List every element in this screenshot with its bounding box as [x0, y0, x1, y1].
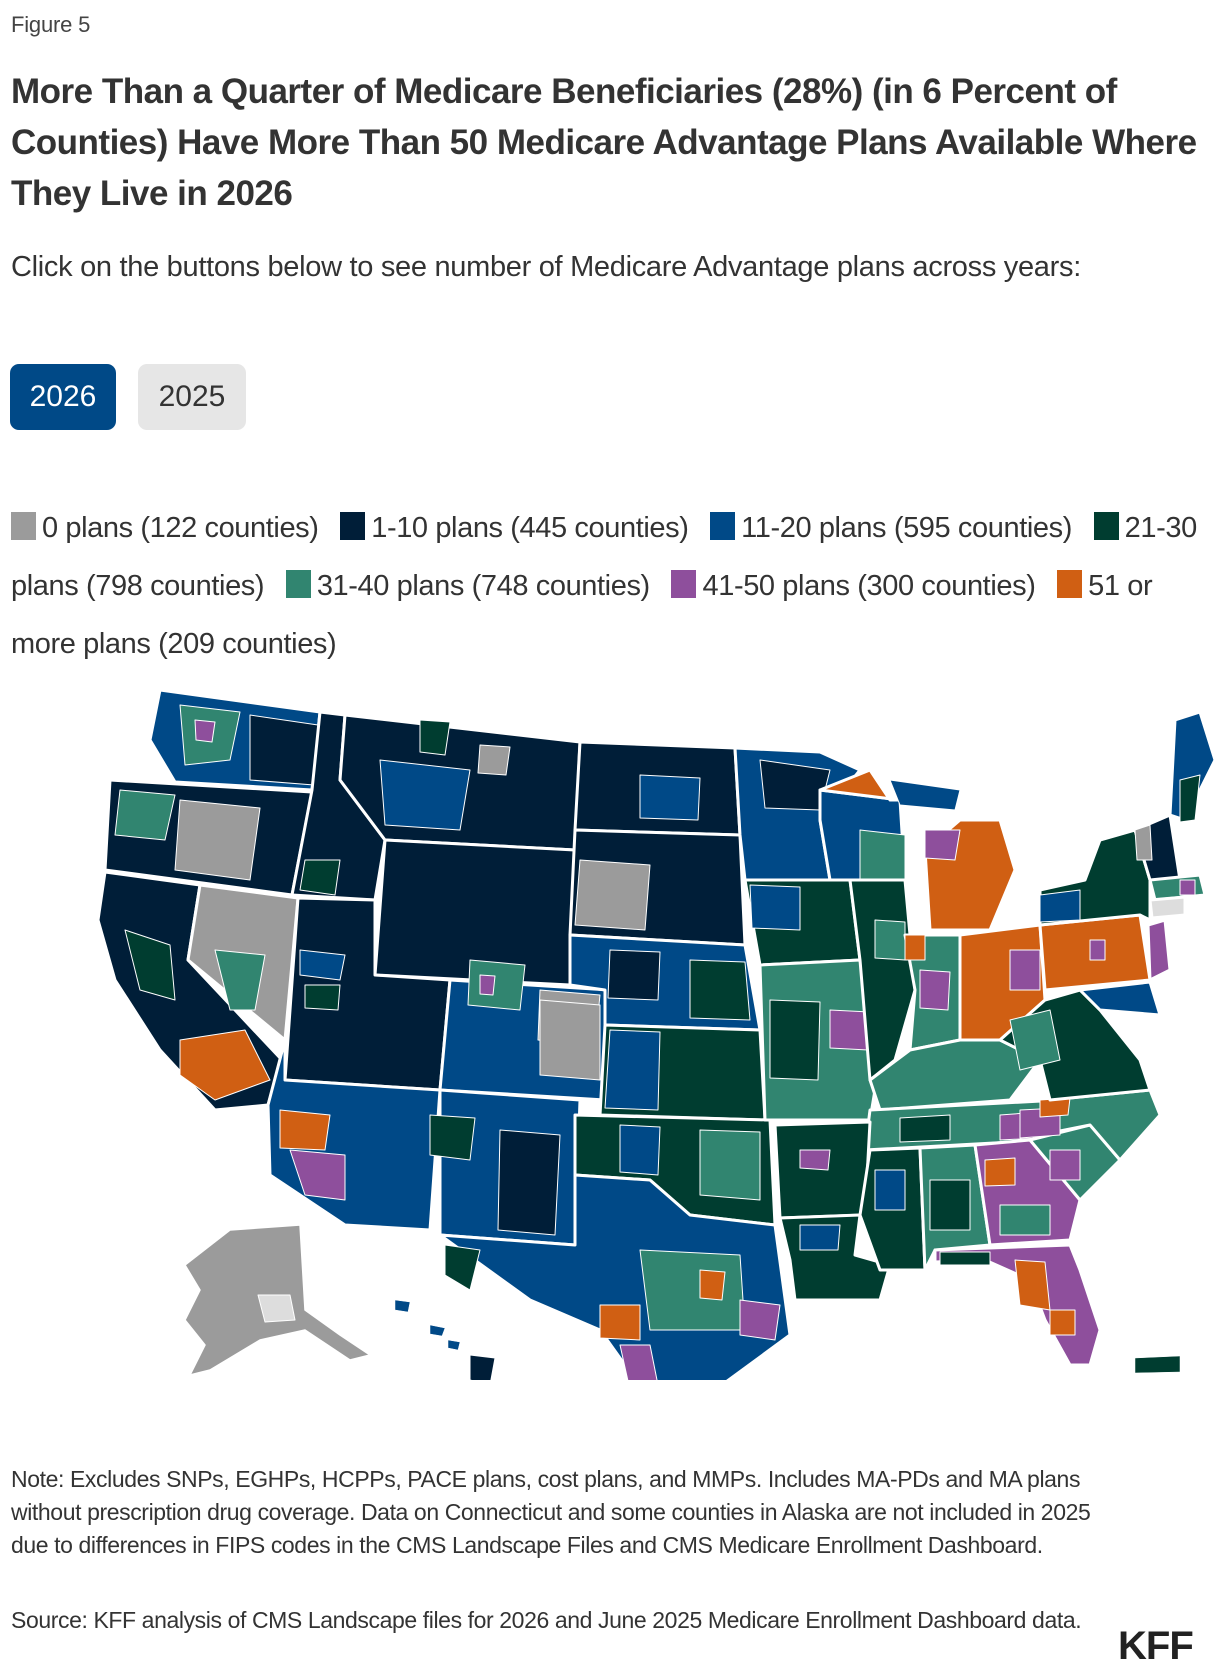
figure-label: Figure 5 [11, 12, 91, 37]
legend-item-51-plus-plans[interactable]: 51 or more plans (209 counties) [11, 570, 1153, 660]
year-2026-button[interactable]: 2026 [10, 364, 116, 430]
legend-swatch [1057, 570, 1083, 598]
legend-label: 51 or more plans (209 counties) [11, 570, 1153, 660]
year-2025-button[interactable]: 2025 [138, 364, 246, 430]
legend-label: 0 plans (122 counties) [42, 512, 319, 544]
legend-item-0-plans[interactable]: 0 plans (122 counties) [11, 512, 319, 544]
state-maryland [1078, 980, 1162, 1017]
legend-swatch [11, 512, 36, 540]
legend-swatch [340, 512, 366, 540]
legend-item-1-10-plans[interactable]: 1-10 plans (445 counties) [340, 512, 689, 544]
map-legend: 0 plans (122 counties) 1-10 plans (445 c… [11, 499, 1211, 673]
legend-label: 21-30 plans (798 counties) [11, 512, 1197, 602]
state-hawaii [469, 1354, 496, 1380]
legend-swatch [710, 512, 736, 540]
chart-note: Note: Excludes SNPs, EGHPs, HCPPs, PACE … [11, 1466, 1091, 1558]
kff-logo: KFF [1118, 1624, 1194, 1668]
legend-swatch [285, 570, 311, 598]
legend-item-21-30-plans[interactable]: 21-30 plans (798 counties) [11, 512, 1197, 602]
chart-subtitle: Click on the buttons below to see number… [11, 251, 1081, 283]
legend-item-31-40-plans[interactable]: 31-40 plans (748 counties) [285, 570, 650, 602]
legend-label: 31-40 plans (748 counties) [316, 570, 650, 602]
legend-swatch [1093, 512, 1119, 540]
territory-puerto-rico [1134, 1355, 1181, 1374]
legend-item-11-20-plans[interactable]: 11-20 plans (595 counties) [710, 512, 1072, 544]
state-connecticut [1148, 895, 1187, 920]
state-new-jersey [1146, 918, 1172, 982]
chart-source: Source: KFF analysis of CMS Landscape fi… [11, 1607, 1082, 1633]
year-toggle: 2026 2025 [10, 364, 246, 430]
legend-label: 11-20 plans (595 counties) [741, 512, 1072, 544]
chart-title: More Than a Quarter of Medicare Benefici… [11, 72, 1197, 213]
us-county-map[interactable] [0, 680, 1220, 1380]
legend-label: 41-50 plans (300 counties) [702, 570, 1036, 602]
legend-swatch [671, 570, 697, 598]
legend-item-41-50-plans[interactable]: 41-50 plans (300 counties) [671, 570, 1036, 602]
legend-label: 1-10 plans (445 counties) [371, 512, 689, 544]
